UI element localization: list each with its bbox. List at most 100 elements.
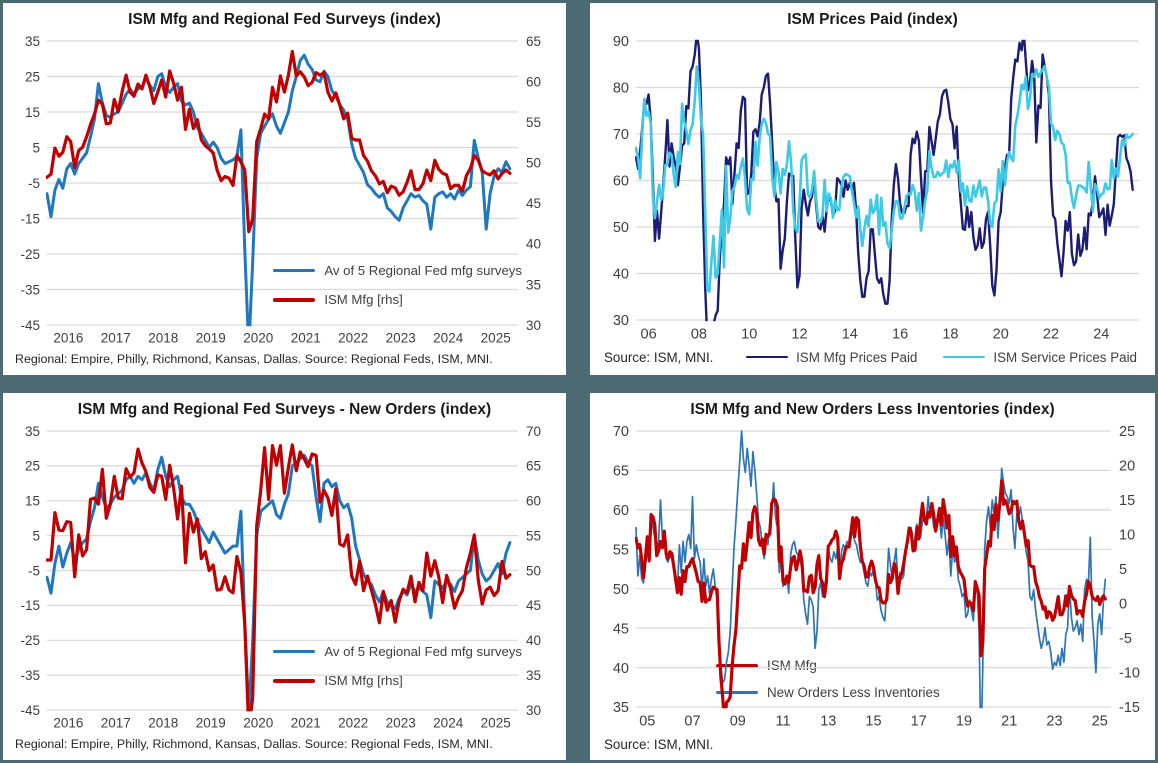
line-swatch-red [716,663,758,668]
x-axis-tick-label: 21 [1001,714,1017,730]
source-note: Source: ISM, MNI. [604,737,714,752]
legend-label: New Orders Less Inventories [767,685,940,700]
x-axis-tick-label: 15 [865,714,881,730]
x-axis-tick-label: 2024 [433,331,464,346]
y-axis-tick-label-right: 50 [526,563,541,578]
chart-area-new-orders: Av of 5 Regional Fed mfg surveys ISM Mfg… [3,423,566,734]
y-axis-tick-label-left: 5 [32,529,40,544]
y-axis-tick-label-right: 10 [1119,528,1135,544]
legend-label: Av of 5 Regional Fed mfg surveys [324,263,522,278]
legend-item: ISM Mfg [716,658,940,673]
y-axis-tick-label-left: -15 [20,598,40,613]
line-swatch-blue [716,691,758,694]
y-axis-tick-label-left: 40 [613,267,629,283]
y-axis-tick-label-right: -5 [1119,631,1132,647]
panel-ism-regional-fed: ISM Mfg and Regional Fed Surveys (index)… [3,3,566,375]
y-axis-tick-label-right: 65 [526,459,541,474]
legend-label: ISM Service Prices Paid [993,349,1137,365]
x-axis-tick-label: 22 [1043,327,1059,343]
y-axis-tick-label-right: 0 [1119,597,1127,613]
y-axis-tick-label-left: 5 [32,140,40,155]
panel-ism-prices-paid: ISM Prices Paid (index) 90 80 70 60 50 40 30 06… [590,3,1155,375]
x-axis-tick-label: 19 [956,714,972,730]
legend-item: ISM Mfg [rhs] [273,673,522,688]
x-axis-tick-label: 11 [775,714,790,730]
y-axis-tick-label-right: 70 [526,424,541,439]
line-swatch-blue [273,649,316,654]
y-axis-tick-label-right: 65 [526,34,541,49]
y-axis-tick-label-right: 45 [526,196,541,211]
x-axis-tick-label: 06 [641,327,657,343]
chart-canvas: 35 25 15 5 -5 -15 -25 -35 -45 70 65 60 55 50 45 40 35 30 2… [20,424,541,731]
legend-item: Av of 5 Regional Fed mfg surveys [273,644,522,659]
y-axis-tick-label-right: 55 [526,529,541,544]
y-axis-tick-label-left: 70 [613,127,629,143]
chart-area-ism-regional-fed: Av of 5 Regional Fed mfg surveys ISM Mfg… [3,33,566,349]
y-axis-tick-label-left: -35 [20,668,40,683]
x-axis-tick-label: 2023 [386,716,416,731]
x-axis-tick-label: 13 [820,714,836,730]
legend: Av of 5 Regional Fed mfg surveys ISM Mfg… [273,263,522,307]
y-axis-tick-label-left: 35 [25,424,40,439]
y-axis-tick-label-right: -10 [1119,666,1140,682]
x-axis-tick-label: 14 [842,327,858,343]
x-axis-tick-label: 2017 [101,716,131,731]
x-axis-tick-label: 2019 [196,716,226,731]
y-axis-tick-label-left: -35 [20,282,40,297]
y-axis-tick-label-left: 65 [613,464,629,480]
y-axis-tick-label-left: 55 [613,543,629,559]
x-axis-tick-label: 2021 [291,331,321,346]
y-axis-tick-label-left: 25 [25,69,40,84]
x-axis-tick-label: 2022 [338,331,368,346]
y-axis-tick-label-left: 15 [25,105,40,120]
legend-label: ISM Mfg Prices Paid [796,349,918,365]
y-axis-tick-label-left: 15 [25,494,40,509]
y-axis-tick-label-left: 40 [613,661,629,677]
legend-label: ISM Mfg [rhs] [324,673,403,688]
x-axis-tick-label: 12 [791,327,807,343]
y-axis-tick-label-left: -5 [28,176,40,191]
x-axis-tick-label: 2020 [243,716,273,731]
x-axis-tick-label: 2019 [196,331,226,346]
x-axis-tick-label: 2024 [433,716,464,731]
x-axis-tick-label: 2016 [53,716,83,731]
line-swatch-navy [746,355,789,359]
chart-canvas: 90 80 70 60 50 40 30 06 08 10 12 14 16 18 20 22 24 [613,34,1139,343]
legend-item: ISM Service Prices Paid [943,350,1137,365]
y-axis-tick-label-right: 5 [1119,562,1127,578]
chart-area-noli: ISM Mfg New Orders Less Inventories 70 65… [590,423,1155,734]
line-swatch-red [273,678,316,683]
legend: ISM Mfg New Orders Less Inventories [716,658,940,700]
x-axis-tick-label: 05 [639,714,655,730]
y-axis-tick-label-left: -25 [20,247,40,262]
x-axis-tick-label: 24 [1093,327,1109,343]
x-axis-tick-label: 23 [1046,714,1062,730]
y-axis-tick-label-right: 40 [526,633,541,648]
chart-canvas: 35 25 15 5 -5 -15 -25 -35 -45 65 60 55 50 45 40 35 30 201… [20,34,541,346]
y-axis-tick-label-right: 50 [526,156,541,171]
series-line-av-of-5-regional-fed-mfg-surveys [46,53,512,327]
y-axis-tick-label-right: -15 [1119,700,1140,716]
x-axis-tick-label: 2020 [243,331,273,346]
series-line-new-orders-less-inventories [635,430,1107,709]
chart-footnote: Regional: Empire, Philly, Richmond, Kans… [15,737,493,751]
x-axis-tick-label: 17 [911,714,927,730]
panel-ism-noli: ISM Mfg and New Orders Less Inventories … [590,393,1155,760]
y-axis-tick-label-right: 35 [526,668,541,683]
chart-bottom-row: Source: ISM, MNI. ISM Mfg Prices Paid IS… [590,347,1155,375]
y-axis-tick-label-left: 45 [613,621,629,637]
x-axis-tick-label: 10 [741,327,757,343]
y-axis-tick-label-left: 80 [613,81,629,97]
legend-item: ISM Mfg Prices Paid [746,350,917,365]
series-line-ism-mfg [635,479,1107,709]
chart-area-ism-prices-paid: 90 80 70 60 50 40 30 06 08 10 12 14 16 18 20 22 24 [590,33,1155,347]
legend-label: ISM Mfg [767,658,817,673]
legend-item: ISM Mfg [rhs] [273,292,522,307]
y-axis-tick-label-left: 60 [613,503,629,519]
y-axis-tick-label-left: -25 [20,633,40,648]
y-axis-tick-label-left: 50 [613,220,629,236]
chart-footnote: Regional: Empire, Philly, Richmond, Kans… [15,352,493,366]
x-axis-tick-label: 2025 [481,331,511,346]
y-axis-tick-label-left: 30 [613,313,629,329]
y-axis-tick-label-left: -45 [20,318,40,333]
